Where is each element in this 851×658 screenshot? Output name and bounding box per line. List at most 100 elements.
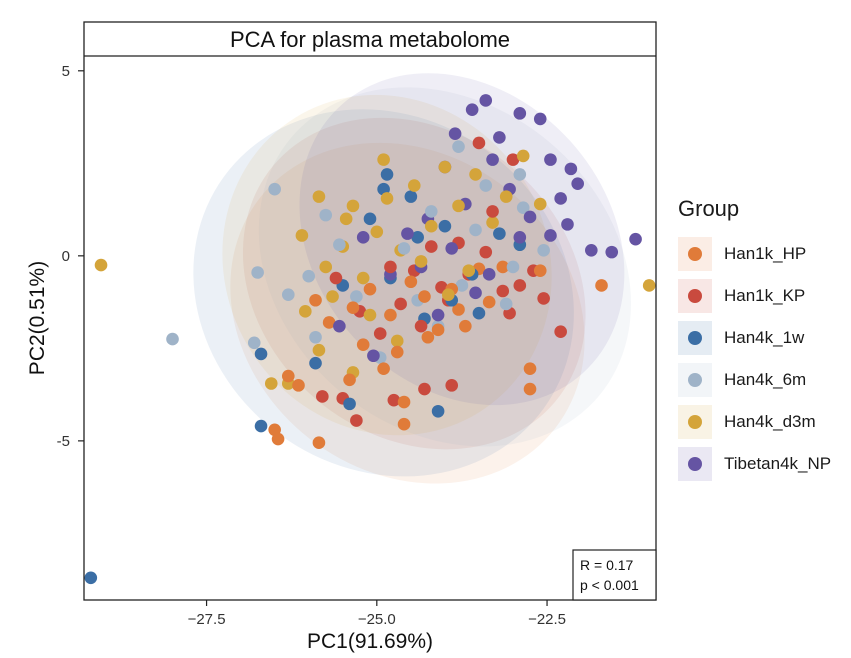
point-han1k-hp: [390, 345, 404, 359]
point-han4k-d3m: [312, 190, 326, 203]
legend-key: [678, 237, 712, 271]
point-han4k-d3m: [363, 308, 377, 322]
x-axis-label: PC1(91.69%): [307, 630, 433, 653]
point-han4k-d3m: [346, 199, 360, 213]
point-han4k-6m: [251, 266, 264, 279]
point-han4k-1w: [254, 419, 268, 433]
point-han4k-6m: [452, 140, 465, 153]
point-tibetan4k-np: [561, 218, 574, 231]
point-han1k-kp: [350, 414, 363, 427]
y-axis: 5 0 -5: [57, 63, 84, 450]
point-han1k-kp: [373, 327, 387, 340]
point-han4k-d3m: [407, 179, 421, 192]
point-han4k-6m: [268, 182, 281, 196]
point-tibetan4k-np: [482, 268, 496, 281]
point-han1k-hp: [523, 362, 537, 376]
legend-label: Han4k_d3m: [724, 412, 816, 431]
point-han1k-hp: [292, 379, 305, 392]
point-han4k-6m: [281, 288, 295, 301]
point-han4k-1w: [431, 404, 445, 418]
point-han1k-kp: [384, 260, 397, 274]
point-han4k-d3m: [499, 190, 513, 203]
point-han4k-1w: [380, 168, 394, 181]
point-han4k-d3m: [642, 279, 656, 292]
point-han1k-hp: [356, 338, 370, 351]
point-han1k-hp: [496, 260, 510, 274]
legend-label: Han1k_KP: [724, 286, 806, 305]
point-han1k-hp: [346, 301, 360, 314]
point-han4k-d3m: [516, 149, 530, 163]
point-han4k-d3m: [469, 168, 482, 181]
point-tibetan4k-np: [523, 210, 537, 224]
point-han1k-hp: [322, 316, 336, 329]
scatter-points: [84, 94, 656, 585]
point-han4k-d3m: [424, 219, 438, 233]
point-han4k-6m: [513, 168, 527, 181]
point-han1k-hp: [595, 279, 608, 292]
point-han1k-kp: [329, 271, 343, 285]
point-han1k-hp: [418, 290, 431, 303]
point-han4k-1w: [411, 231, 424, 244]
point-han1k-hp: [523, 382, 537, 396]
point-han1k-hp: [397, 417, 411, 431]
plot-border: [83, 21, 657, 601]
point-han4k-1w: [84, 571, 98, 585]
legend-label: Han4k_6m: [724, 370, 807, 389]
point-han1k-kp: [479, 245, 493, 259]
point-han4k-6m: [424, 205, 438, 218]
point-han4k-6m: [537, 243, 550, 257]
point-han1k-hp: [421, 330, 435, 344]
legend-title: Group: [678, 196, 740, 221]
point-tibetan4k-np: [401, 227, 414, 240]
point-han4k-d3m: [295, 229, 309, 242]
point-tibetan4k-np: [445, 242, 459, 255]
point-han4k-6m: [166, 332, 179, 346]
legend: Group Han1k_HP Han1k_KP Han4k_1w Han4k_6m Ha…: [668, 196, 848, 486]
point-han1k-hp: [533, 264, 547, 277]
legend-label: Han1k_HP: [724, 244, 807, 263]
point-tibetan4k-np: [544, 229, 557, 242]
point-han4k-d3m: [370, 225, 384, 239]
ellipse-han4k-6m: [258, 87, 632, 447]
point-tibetan4k-np: [493, 131, 506, 144]
point-tibetan4k-np: [465, 103, 479, 116]
point-tibetan4k-np: [448, 127, 462, 141]
point-han1k-kp: [554, 325, 567, 339]
legend-label: Tibetan4k_NP: [724, 454, 832, 473]
legend-dot: [688, 247, 702, 261]
point-han1k-kp: [414, 319, 428, 333]
point-tibetan4k-np: [333, 319, 346, 333]
point-han1k-kp: [316, 390, 329, 403]
legend-key: [678, 447, 712, 481]
point-han1k-hp: [312, 436, 326, 450]
y-tick-label: 5: [62, 63, 70, 80]
y-tick-label: 0: [62, 248, 70, 265]
point-han4k-d3m: [312, 343, 326, 357]
point-han1k-hp: [431, 323, 445, 337]
point-han4k-6m: [309, 330, 322, 344]
point-han4k-1w: [493, 227, 506, 240]
point-han4k-6m: [319, 208, 333, 222]
point-han4k-1w: [472, 306, 486, 320]
point-han1k-hp: [309, 293, 322, 307]
y-axis-label: PC2(0.51%): [26, 261, 49, 375]
legend-item-han1k-kp: Han1k_KP: [668, 276, 848, 316]
point-han4k-6m: [506, 260, 520, 274]
point-han1k-hp: [452, 303, 465, 316]
legend-item-tibetan4k-np: Tibetan4k_NP: [668, 444, 848, 484]
point-han4k-1w: [404, 190, 418, 203]
legend-item-han4k-6m: Han4k_6m: [668, 360, 848, 400]
point-han4k-d3m: [339, 212, 353, 226]
point-han4k-d3m: [533, 197, 547, 211]
point-han1k-kp: [418, 382, 431, 396]
legend-dot: [688, 289, 702, 303]
point-tibetan4k-np: [356, 231, 370, 244]
point-han1k-kp: [387, 393, 401, 407]
point-han4k-6m: [302, 269, 316, 283]
point-han4k-6m: [397, 242, 411, 255]
point-han4k-d3m: [462, 264, 476, 277]
point-han4k-1w: [309, 356, 322, 370]
legend-dot: [688, 331, 702, 345]
point-han4k-d3m: [452, 199, 465, 213]
